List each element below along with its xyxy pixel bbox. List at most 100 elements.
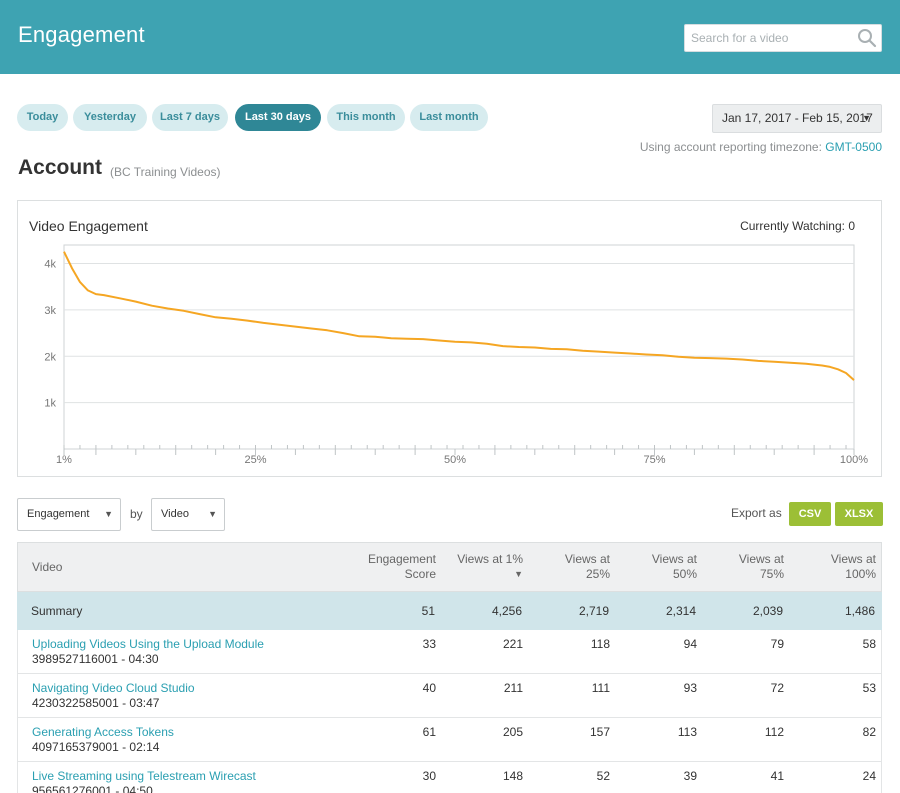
timezone-prefix: Using account reporting timezone: [639, 140, 822, 154]
column-header-views-100[interactable]: Views at 100% [776, 552, 876, 582]
y-tick-label: 1k [44, 398, 56, 410]
date-range-label: Jan 17, 2017 - Feb 15, 2017 [722, 111, 873, 125]
column-header-views-75[interactable]: Views at 75% [684, 552, 784, 582]
plot-frame [63, 244, 855, 450]
row-views-50: 39 [683, 769, 697, 783]
summary-views-25: 2,719 [578, 604, 609, 618]
row-views-25: 111 [591, 681, 610, 695]
column-header-views-100-line1: Views at [830, 552, 876, 566]
row-views-75: 112 [764, 725, 784, 739]
video-title-link[interactable]: Live Streaming using Telestream Wirecast [32, 769, 256, 783]
engagement-series-line [63, 251, 855, 381]
row-score: 61 [422, 725, 436, 739]
summary-views-100: 1,486 [844, 604, 875, 618]
range-yesterday-button[interactable]: Yesterday [73, 104, 147, 131]
sort-desc-icon: ▼ [514, 569, 523, 579]
summary-views-75: 2,039 [752, 604, 783, 618]
row-views-1: 205 [502, 725, 523, 739]
chevron-down-icon: ▼ [862, 113, 871, 123]
column-header-views-25-line1: Views at [564, 552, 610, 566]
table-row[interactable]: Generating Access Tokens 4097165379001 -… [17, 718, 882, 762]
column-header-views-1-line1: Views at 1% [457, 552, 523, 566]
timezone-link[interactable]: GMT-0500 [825, 140, 882, 154]
table-row[interactable]: Live Streaming using Telestream Wirecast… [17, 762, 882, 793]
currently-watching: Currently Watching: 0 [740, 219, 855, 233]
summary-score: 51 [421, 604, 435, 618]
row-views-1: 221 [502, 637, 523, 651]
column-header-score-line1: Engagement [367, 552, 436, 566]
chevron-down-icon: ▼ [208, 509, 217, 519]
row-views-25: 118 [590, 637, 610, 651]
video-title-link[interactable]: Generating Access Tokens [32, 725, 174, 739]
row-views-75: 41 [770, 769, 784, 783]
export-csv-button[interactable]: CSV [789, 502, 831, 526]
dimension-select-value: Video [161, 508, 189, 520]
row-views-75: 79 [770, 637, 784, 651]
row-views-1: 148 [502, 769, 523, 783]
range-last-30-days-button[interactable]: Last 30 days [235, 104, 321, 131]
row-views-50: 94 [683, 637, 697, 651]
row-views-100: 82 [862, 725, 876, 739]
export-xlsx-button[interactable]: XLSX [835, 502, 883, 526]
range-last-7-days-button[interactable]: Last 7 days [152, 104, 228, 131]
y-tick-label: 4k [44, 259, 56, 271]
table-header: Video Engagement Score Views at 1% ▼ Vie… [17, 542, 882, 592]
search-icon[interactable] [857, 28, 877, 48]
y-tick-label: 2k [44, 351, 56, 363]
column-header-views-25[interactable]: Views at 25% [510, 552, 610, 582]
column-header-views-75-line1: Views at [738, 552, 784, 566]
row-views-1: 211 [503, 681, 523, 695]
metric-select-value: Engagement [27, 508, 90, 520]
row-views-50: 113 [677, 725, 697, 739]
row-views-100: 53 [862, 681, 876, 695]
column-header-views-1[interactable]: Views at 1% ▼ [423, 552, 523, 582]
video-title-link[interactable]: Uploading Videos Using the Upload Module [32, 637, 264, 651]
row-views-50: 93 [683, 681, 697, 695]
column-header-views-25-line2: 25% [585, 567, 610, 581]
column-header-views-50-line2: 50% [672, 567, 697, 581]
header-bar: Engagement [0, 0, 900, 74]
y-tick-label: 3k [44, 305, 56, 317]
column-header-score[interactable]: Engagement Score [336, 552, 436, 582]
x-tick-label: 25% [244, 454, 266, 466]
column-header-score-line2: Score [404, 567, 436, 581]
row-score: 30 [422, 769, 436, 783]
row-score: 33 [422, 637, 436, 651]
range-last-month-button[interactable]: Last month [410, 104, 488, 131]
export-label: Export as [731, 506, 782, 520]
x-tick-label: 100% [840, 454, 868, 466]
dimension-select[interactable]: Video ▼ [151, 498, 225, 531]
page-title: Engagement [18, 22, 145, 47]
table-row[interactable]: Uploading Videos Using the Upload Module… [17, 630, 882, 674]
column-header-video[interactable]: Video [32, 560, 63, 574]
row-score: 40 [422, 681, 436, 695]
summary-views-50: 2,314 [665, 604, 696, 618]
table-row[interactable]: Navigating Video Cloud Studio 4230322585… [17, 674, 882, 718]
engagement-chart-card: Video Engagement Currently Watching: 0 1… [17, 200, 882, 477]
search-input[interactable] [685, 25, 851, 51]
search-box[interactable] [684, 24, 882, 52]
account-title: Account [18, 156, 102, 179]
date-range-select[interactable]: Jan 17, 2017 - Feb 15, 2017 ▼ [712, 104, 882, 133]
range-today-button[interactable]: Today [17, 104, 68, 131]
column-header-views-50-line1: Views at [651, 552, 697, 566]
account-subtitle: (BC Training Videos) [110, 165, 221, 179]
summary-label: Summary [31, 604, 83, 618]
column-header-views-50[interactable]: Views at 50% [597, 552, 697, 582]
range-this-month-button[interactable]: This month [327, 104, 405, 131]
video-id-duration: 3989527116001 - 04:30 [32, 652, 159, 666]
video-id-duration: 4097165379001 - 02:14 [32, 740, 160, 754]
video-title-link[interactable]: Navigating Video Cloud Studio [32, 681, 195, 695]
summary-views-1: 4,256 [491, 604, 522, 618]
chart-title: Video Engagement [29, 218, 148, 234]
row-views-75: 72 [770, 681, 784, 695]
video-id-duration: 956561276001 - 04:50 [32, 784, 153, 793]
engagement-chart: 1k 2k 3k 4k 1% 25% 50% 75% 100% [44, 244, 868, 466]
by-label: by [130, 507, 143, 521]
chevron-down-icon: ▼ [104, 509, 113, 519]
timezone-note: Using account reporting timezone: GMT-05… [640, 140, 882, 154]
x-tick-label: 50% [444, 454, 466, 466]
x-tick-label: 1% [56, 454, 72, 466]
column-header-views-75-line2: 75% [759, 567, 784, 581]
metric-select[interactable]: Engagement ▼ [17, 498, 121, 531]
